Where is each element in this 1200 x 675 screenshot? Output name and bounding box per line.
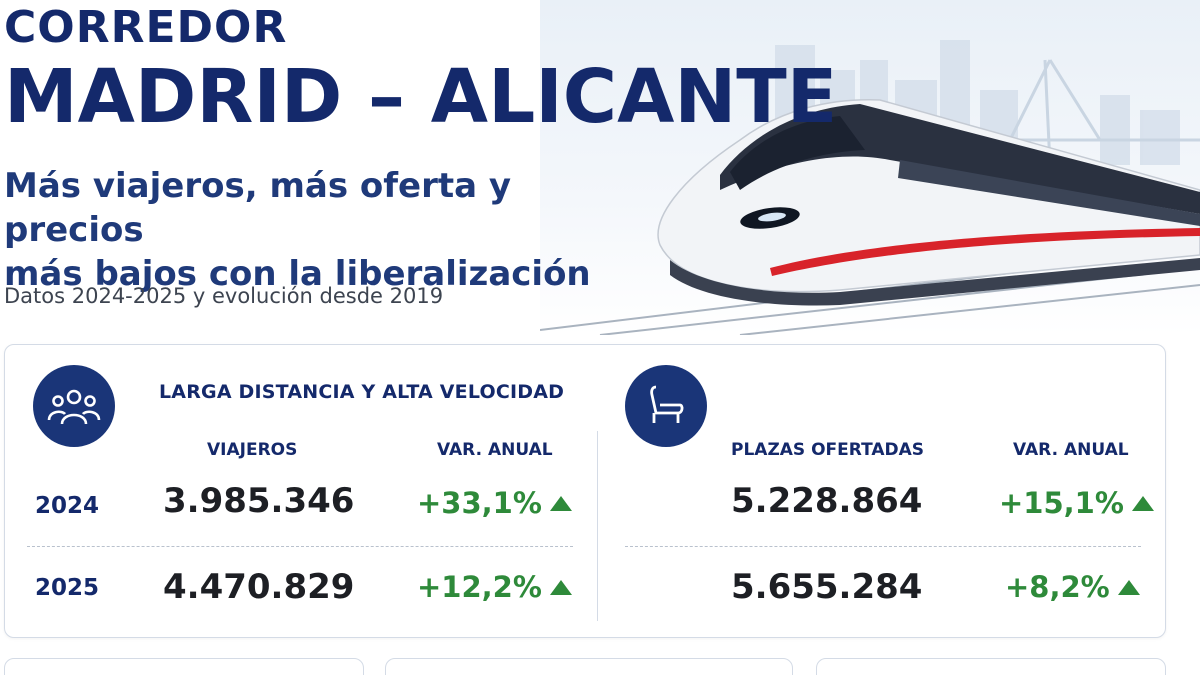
stats-card: LARGA DISTANCIA Y ALTA VELOCIDAD VIAJERO… xyxy=(4,344,1166,638)
viajeros-var-2024-text: +33,1% xyxy=(417,486,542,520)
data-period-note: Datos 2024-2025 y evolución desde 2019 xyxy=(4,284,444,308)
up-triangle-icon xyxy=(549,495,572,511)
column-header-var-anual-right: VAR. ANUAL xyxy=(1013,440,1129,460)
row-divider-right xyxy=(625,546,1141,547)
up-triangle-icon xyxy=(1117,579,1140,595)
bottom-card-3 xyxy=(816,658,1166,675)
subtitle-line-2: más bajos con la liberalización xyxy=(4,254,591,294)
bottom-card-1 xyxy=(4,658,364,675)
year-label-2025: 2025 xyxy=(35,575,100,601)
plazas-value-2025: 5.655.284 xyxy=(731,567,923,607)
plazas-var-2025: +8,2% xyxy=(1005,570,1140,604)
column-separator xyxy=(597,431,598,621)
plazas-var-2025-text: +8,2% xyxy=(1005,570,1110,604)
viajeros-value-2024: 3.985.346 xyxy=(163,481,355,521)
title-line-2: MADRID – ALICANTE xyxy=(4,54,838,140)
viajeros-var-2024: +33,1% xyxy=(417,486,572,520)
row-divider-left xyxy=(27,546,573,547)
column-header-plazas-ofertadas: PLAZAS OFERTADAS xyxy=(731,440,925,460)
people-group-icon xyxy=(33,365,115,447)
up-triangle-icon xyxy=(549,579,572,595)
section-title: LARGA DISTANCIA Y ALTA VELOCIDAD xyxy=(159,381,565,403)
hero-illustration xyxy=(540,0,1200,335)
plazas-value-2024: 5.228.864 xyxy=(731,481,923,521)
plazas-var-2024: +15,1% xyxy=(999,486,1154,520)
viajeros-var-2025: +12,2% xyxy=(417,570,572,604)
column-header-var-anual-left: VAR. ANUAL xyxy=(437,440,553,460)
column-header-viajeros: VIAJEROS xyxy=(207,440,298,460)
viajeros-var-2025-text: +12,2% xyxy=(417,570,542,604)
bottom-card-2 xyxy=(385,658,793,675)
plazas-var-2024-text: +15,1% xyxy=(999,486,1124,520)
seat-icon xyxy=(625,365,707,447)
year-label-2024: 2024 xyxy=(35,493,100,519)
subtitle-line-1: Más viajeros, más oferta y precios xyxy=(4,166,512,250)
high-speed-train-illustration xyxy=(540,99,1200,335)
title-line-1: CORREDOR xyxy=(4,2,288,53)
viajeros-value-2025: 4.470.829 xyxy=(163,567,355,607)
up-triangle-icon xyxy=(1131,495,1154,511)
subtitle: Más viajeros, más oferta y precios más b… xyxy=(4,164,644,296)
